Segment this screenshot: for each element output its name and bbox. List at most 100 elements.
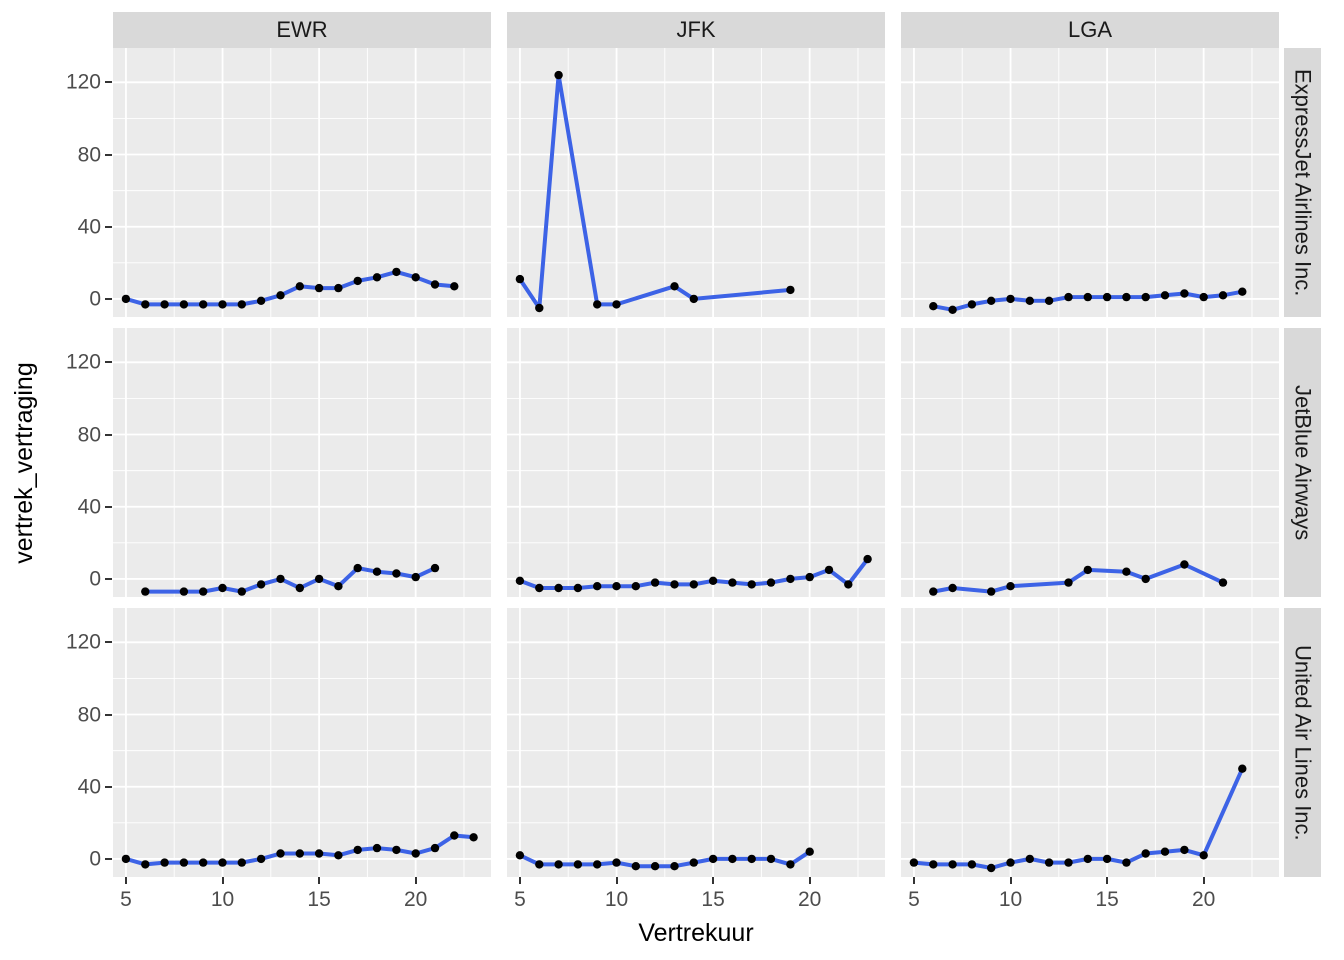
data-point (392, 845, 401, 855)
data-point (824, 565, 834, 575)
y-tick-mark (105, 713, 112, 716)
y-tick-mark (105, 433, 112, 436)
data-points (121, 831, 478, 869)
gridlines (113, 48, 491, 317)
data-point (199, 300, 208, 309)
data-point (450, 282, 459, 291)
x-tick-label: 5 (120, 888, 132, 911)
panel-background (901, 608, 1279, 877)
data-point (450, 831, 459, 840)
data-points (929, 287, 1247, 314)
data-point (199, 587, 208, 596)
panel-background (507, 328, 885, 597)
data-point (1102, 854, 1112, 864)
data-point (372, 273, 382, 282)
x-tick-mark (808, 877, 811, 884)
data-point (237, 587, 246, 596)
data-point (670, 282, 679, 291)
y-tick-mark (105, 857, 112, 860)
data-point (1083, 565, 1092, 575)
data-point (987, 587, 996, 596)
data-point (612, 300, 621, 309)
data-point (1199, 851, 1208, 860)
y-tick-mark (105, 153, 112, 156)
data-point (929, 587, 938, 596)
y-tick-label: 40 (77, 775, 101, 799)
facet-column-strip-lga: LGA (901, 12, 1279, 48)
x-tick-label: 20 (403, 888, 428, 911)
data-point (786, 285, 795, 295)
data-point (430, 563, 440, 573)
data-point (1025, 854, 1034, 864)
data-point (256, 580, 266, 589)
data-point (766, 854, 776, 864)
data-point (650, 862, 660, 871)
data-points (515, 554, 872, 593)
data-point (689, 294, 698, 304)
data-point (179, 587, 189, 596)
data-point (1238, 764, 1247, 773)
x-tick-mark (124, 877, 127, 884)
data-point (392, 569, 401, 578)
panel-background (507, 608, 885, 877)
data-points (515, 70, 795, 313)
data-point (535, 860, 544, 869)
y-tick-label: 80 (77, 423, 101, 447)
data-point (573, 583, 583, 593)
x-tick-mark (221, 877, 224, 884)
y-tick-mark (105, 361, 112, 364)
data-point (593, 860, 602, 869)
data-point (863, 554, 872, 564)
gridlines (901, 328, 1279, 597)
data-point (631, 862, 640, 871)
x-tick-mark (615, 877, 618, 884)
x-tick-label: 10 (210, 888, 235, 911)
data-point (535, 303, 544, 313)
x-tick-label: 15 (701, 888, 725, 911)
data-point (515, 851, 525, 860)
data-point (1102, 292, 1112, 302)
data-point (573, 860, 583, 869)
data-point (411, 273, 420, 282)
panel-background (113, 328, 491, 597)
facet-panel-JFK-0 (507, 48, 885, 317)
data-point (295, 849, 304, 858)
data-point (844, 580, 853, 589)
x-tick-label: 20 (797, 888, 822, 911)
data-point (179, 300, 189, 309)
gridlines (507, 608, 885, 877)
x-tick-mark (318, 877, 321, 884)
data-point (411, 849, 420, 858)
data-points (909, 764, 1247, 873)
facet-panel-JFK-1 (507, 328, 885, 597)
panel-background (113, 608, 491, 877)
x-tick-label: 15 (307, 888, 331, 911)
facet-row-strip-jetblue: JetBlue Airways (1284, 328, 1321, 597)
data-point (218, 583, 227, 593)
data-point (160, 858, 169, 867)
data-point (1006, 858, 1015, 867)
data-point (1218, 291, 1228, 300)
data-point (1006, 582, 1015, 591)
data-point (334, 283, 343, 293)
data-point (469, 833, 478, 842)
data-point (747, 580, 756, 589)
data-point (689, 858, 698, 867)
x-tick-mark (1202, 877, 1205, 884)
data-point (218, 300, 227, 309)
data-point (554, 583, 563, 593)
data-point (1064, 578, 1073, 587)
data-point (1160, 847, 1170, 856)
data-point (121, 854, 131, 864)
data-point (237, 858, 246, 867)
data-point (1083, 292, 1092, 302)
data-point (334, 851, 343, 860)
y-tick-label: 0 (89, 287, 101, 311)
x-tick-label: 10 (604, 888, 629, 911)
data-point (929, 302, 938, 311)
data-point (295, 583, 304, 593)
data-point (929, 860, 938, 869)
data-point (372, 567, 382, 576)
facet-panel-EWR-2 (113, 608, 491, 877)
data-point (276, 291, 285, 300)
